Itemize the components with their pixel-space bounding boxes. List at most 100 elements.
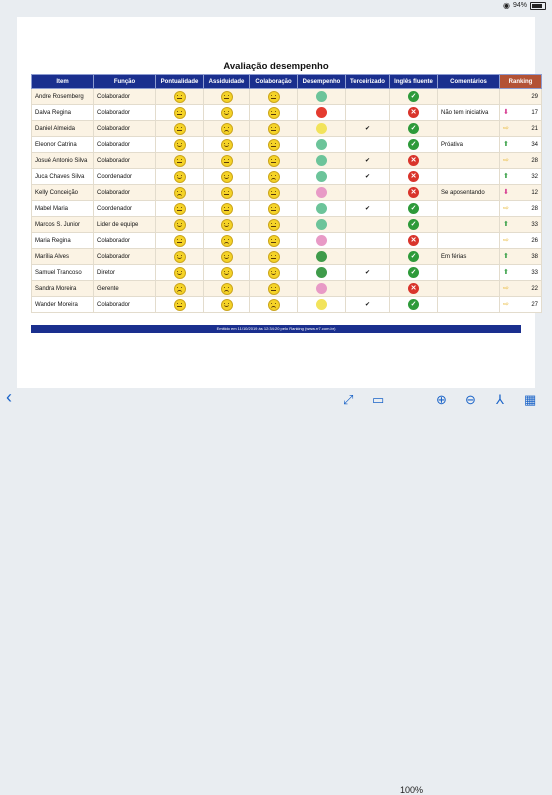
arrow-up-icon: ⬆ — [503, 173, 509, 180]
happy-face-icon — [173, 250, 186, 263]
item-name: Dalva Regina — [31, 104, 94, 121]
rating-cell — [249, 120, 298, 137]
performance-dot-icon — [316, 251, 327, 262]
performance-cell — [297, 120, 346, 137]
document-page: Avaliação desempenho Item Função Pontualid… — [17, 17, 542, 388]
table-row: Kelly Conceição Colaborador ✕ Se aposentand… — [31, 184, 542, 201]
performance-cell — [297, 168, 346, 185]
item-name: Sandra Moreira — [31, 280, 94, 297]
column-header: Função — [93, 74, 156, 89]
role: Colaborador — [93, 184, 156, 201]
arrow-down-icon: ⬇ — [503, 109, 509, 116]
excel-export-icon[interactable]: ▦ — [524, 392, 537, 407]
comment — [437, 168, 500, 185]
english-cell: ✕ — [389, 168, 438, 185]
rating-cell — [155, 152, 204, 169]
rating-cell — [155, 296, 204, 313]
arrow-right-icon: ⇨ — [503, 301, 509, 308]
rating-cell — [249, 296, 298, 313]
rating-cell — [249, 264, 298, 281]
item-name: Daniel Almeida — [31, 120, 94, 137]
rating-cell — [249, 216, 298, 233]
performance-dot-icon — [316, 91, 327, 102]
table-row: Josué Antonio Silva Colaborador ✔ ✕ ⇨ 28 — [31, 152, 542, 169]
column-header: Pontualidade — [155, 74, 204, 89]
check-circle-icon: ✓ — [408, 219, 419, 230]
rating-cell — [155, 88, 204, 105]
item-name: Kelly Conceição — [31, 184, 94, 201]
performance-dot-icon — [316, 187, 327, 198]
english-cell: ✕ — [389, 152, 438, 169]
comment — [437, 296, 500, 313]
outsourced-check — [345, 216, 390, 233]
happy-face-icon — [220, 106, 233, 119]
happy-face-icon — [220, 266, 233, 279]
table-row: Daniel Almeida Colaborador ✔ ✓ ⇨ 21 — [31, 120, 542, 137]
rating-cell — [203, 216, 250, 233]
performance-dot-icon — [316, 123, 327, 134]
outsourced-check — [345, 136, 390, 153]
pdf-export-icon[interactable]: ⅄ — [496, 392, 504, 407]
rating-cell — [155, 104, 204, 121]
page-view-icon[interactable]: ▭ — [372, 392, 385, 407]
arrow-right-icon: ⇨ — [503, 237, 509, 244]
english-cell: ✓ — [389, 136, 438, 153]
happy-face-icon — [220, 138, 233, 151]
rating-cell — [155, 184, 204, 201]
report-title: Avaliação desempenho — [223, 61, 329, 72]
performance-dot-icon — [316, 171, 327, 182]
neutral-face-icon — [267, 106, 280, 119]
performance-cell — [297, 296, 346, 313]
arrow-down-icon: ⬇ — [503, 189, 509, 196]
rating-cell — [155, 264, 204, 281]
ranking-value: 32 — [531, 173, 538, 180]
performance-dot-icon — [316, 139, 327, 150]
sad-face-icon — [173, 282, 186, 295]
zoom-in-icon[interactable]: ⊕ — [436, 392, 447, 407]
performance-cell — [297, 232, 346, 249]
role: Gerente — [93, 280, 156, 297]
rating-cell — [249, 152, 298, 169]
rating-cell — [155, 168, 204, 185]
item-name: Wander Moreira — [31, 296, 94, 313]
ranking-cell: ⬆ 33 — [499, 216, 542, 233]
rating-cell — [249, 232, 298, 249]
neutral-face-icon — [267, 138, 280, 151]
arrow-right-icon: ⇨ — [503, 285, 509, 292]
ranking-value: 38 — [531, 253, 538, 260]
column-header: Ranking — [499, 74, 542, 89]
happy-face-icon — [220, 218, 233, 231]
back-icon[interactable]: ‹ — [6, 387, 12, 407]
rating-cell — [203, 104, 250, 121]
fit-screen-icon[interactable]: ⤢ — [343, 392, 354, 407]
sad-face-icon — [173, 186, 186, 199]
performance-cell — [297, 184, 346, 201]
arrow-right-icon: ⇨ — [503, 205, 509, 212]
rating-cell — [203, 200, 250, 217]
english-cell: ✓ — [389, 88, 438, 105]
performance-cell — [297, 264, 346, 281]
outsourced-check — [345, 184, 390, 201]
performance-dot-icon — [316, 283, 327, 294]
comment: Não tem iniciativa — [437, 104, 500, 121]
performance-cell — [297, 200, 346, 217]
performance-dot-icon — [316, 155, 327, 166]
neutral-face-icon — [267, 90, 280, 103]
sad-face-icon — [267, 298, 280, 311]
check-circle-icon: ✓ — [408, 203, 419, 214]
neutral-face-icon — [267, 218, 280, 231]
zoom-out-icon[interactable]: ⊖ — [465, 392, 476, 407]
cross-circle-icon: ✕ — [408, 187, 419, 198]
table-row: Maria Regina Colaborador ✕ ⇨ 26 — [31, 232, 542, 249]
outsourced-check: ✔ — [345, 168, 390, 185]
rating-cell — [155, 136, 204, 153]
cross-circle-icon: ✕ — [408, 283, 419, 294]
outsourced-check — [345, 88, 390, 105]
outsourced-check: ✔ — [345, 264, 390, 281]
performance-cell — [297, 88, 346, 105]
role: Colaborador — [93, 232, 156, 249]
role: Colaborador — [93, 88, 156, 105]
ranking-cell: ⇨ 28 — [499, 152, 542, 169]
rating-cell — [249, 136, 298, 153]
table-row: Juca Chaves Silva Coordenador ✔ ✕ ⬆ 32 — [31, 168, 542, 185]
